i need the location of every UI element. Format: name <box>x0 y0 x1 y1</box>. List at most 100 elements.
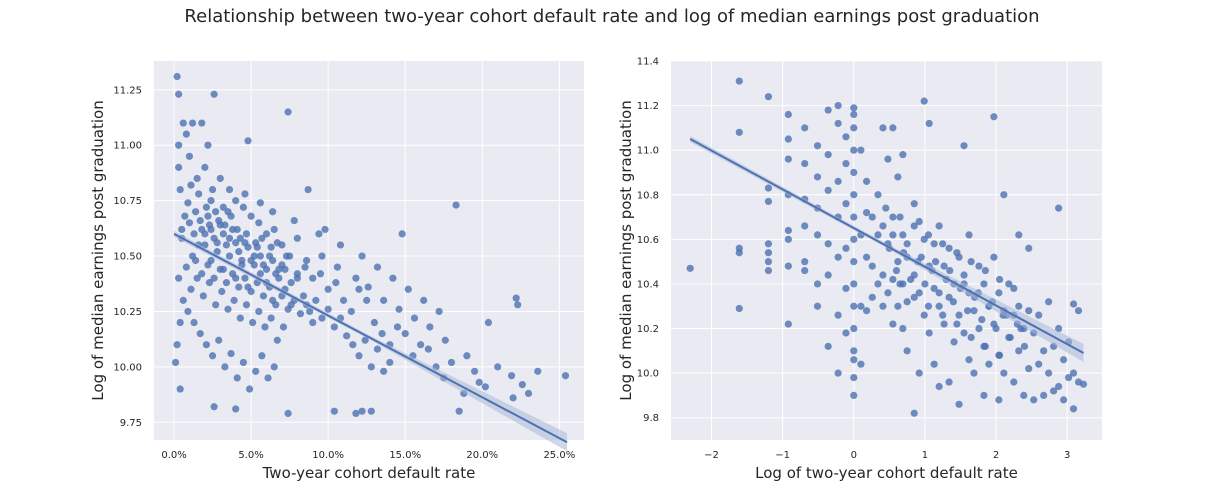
chart-1-point <box>252 367 260 375</box>
chart-2-y-tick-label: 10.2 <box>637 324 659 335</box>
chart-1-point <box>315 230 323 238</box>
chart-1-point <box>441 336 449 344</box>
chart-1-point <box>275 274 283 282</box>
chart-1-point <box>198 225 206 234</box>
chart-2-point <box>686 264 694 272</box>
chart-1-point <box>233 225 241 234</box>
chart-1-point <box>324 305 332 313</box>
figure-title: Relationship between two-year cohort def… <box>184 6 1040 27</box>
chart-1-y-tick-label: 11.00 <box>113 141 142 152</box>
chart-1-point <box>175 274 183 282</box>
chart-1-point <box>193 174 201 183</box>
chart-1-point <box>227 212 235 220</box>
chart-1-point <box>455 407 463 415</box>
chart-2-point <box>992 324 1000 333</box>
chart-2-point <box>850 373 858 382</box>
chart-1-point <box>185 152 194 160</box>
chart-2-point <box>850 391 858 400</box>
chart-1-point <box>393 323 402 331</box>
chart-2-point <box>1045 369 1053 377</box>
chart-2-point <box>764 184 773 192</box>
chart-2-point <box>930 360 938 368</box>
chart-1-point <box>171 358 180 367</box>
chart-1-point <box>255 307 263 316</box>
chart-1-point <box>316 270 325 278</box>
chart-2-point <box>842 244 850 252</box>
chart-2-point <box>857 302 865 310</box>
chart-1-point <box>420 296 428 304</box>
chart-2-point <box>946 266 954 275</box>
chart-2-point <box>764 258 773 266</box>
chart-2-point <box>850 191 858 199</box>
chart-2-point <box>960 142 968 150</box>
chart-1-point <box>241 190 249 198</box>
chart-1-point <box>330 407 338 415</box>
chart-1-point <box>215 216 223 225</box>
chart-1-point <box>347 307 355 316</box>
chart-1-point <box>380 367 388 375</box>
chart-2-point <box>889 213 897 221</box>
chart-1-point <box>216 265 224 273</box>
chart-2-x-tick-label: 2 <box>993 450 999 461</box>
chart-2-point <box>915 217 923 226</box>
chart-2-point <box>824 106 832 114</box>
chart-2-point <box>735 304 743 313</box>
chart-1: 0.0% 5.0% 10.0% 15.0% 20.0% 25.0% 9.75 10.00 10.… <box>89 61 584 482</box>
chart-1-y-tick-label: 10.50 <box>113 252 142 263</box>
chart-1-point <box>312 296 320 304</box>
chart-1-point <box>309 318 317 327</box>
chart-2-point <box>910 222 918 230</box>
chart-1-point <box>306 307 314 316</box>
chart-2-point <box>857 360 865 368</box>
chart-2-point <box>896 213 904 221</box>
chart-2-point <box>834 101 842 110</box>
chart-1-points <box>171 72 570 418</box>
chart-2-point <box>850 356 858 364</box>
chart-1-point <box>336 241 345 249</box>
chart-2-point <box>960 271 968 279</box>
chart-1-point <box>256 252 264 260</box>
chart-1-point <box>218 287 226 296</box>
chart-1-point <box>452 201 460 209</box>
chart-1-point <box>494 363 502 371</box>
chart-1-point <box>204 212 212 220</box>
chart-1-point <box>198 119 206 127</box>
chart-2-point <box>834 177 842 185</box>
chart-2-point <box>850 110 858 119</box>
chart-1-point <box>259 292 268 300</box>
chart-1-y-tick-label: 10.25 <box>113 307 142 318</box>
chart-1-point <box>318 252 326 260</box>
chart-2-point <box>784 262 792 270</box>
chart-1-point <box>179 119 187 127</box>
chart-1-x-tick-label: 25.0% <box>543 450 575 461</box>
chart-1-x-tick-label: 0.0% <box>161 450 186 461</box>
chart-1-point <box>463 352 471 360</box>
chart-2-y-axis-label: Log of median earnings post graduation <box>617 100 635 400</box>
chart-2-point <box>917 253 925 261</box>
chart-2-point <box>850 347 858 355</box>
chart-1-point <box>484 318 493 327</box>
chart-2-point <box>896 280 904 288</box>
chart-2-point <box>930 240 938 248</box>
chart-2-y-tick-label: 10.4 <box>637 279 659 290</box>
chart-1-point <box>199 292 207 300</box>
chart-1-point <box>249 318 257 327</box>
chart-2-point <box>1069 405 1078 413</box>
chart-2-point <box>868 262 876 270</box>
chart-1-point <box>398 230 406 238</box>
chart-2-y-tick-label: 11.0 <box>637 146 659 157</box>
chart-1-point <box>267 314 275 322</box>
chart-1-point <box>293 270 301 278</box>
chart-2-x-tick-label: −1 <box>775 450 790 461</box>
chart-2-point <box>874 191 882 199</box>
chart-2-point <box>850 213 858 221</box>
chart-2-point <box>894 258 902 266</box>
chart-2-point <box>813 173 822 181</box>
chart-2-point <box>735 77 743 85</box>
chart-2-point <box>980 280 988 288</box>
chart-1-point <box>435 307 443 316</box>
chart-1-point <box>222 241 231 249</box>
chart-2-point <box>834 311 842 319</box>
chart-1-point <box>239 358 247 367</box>
